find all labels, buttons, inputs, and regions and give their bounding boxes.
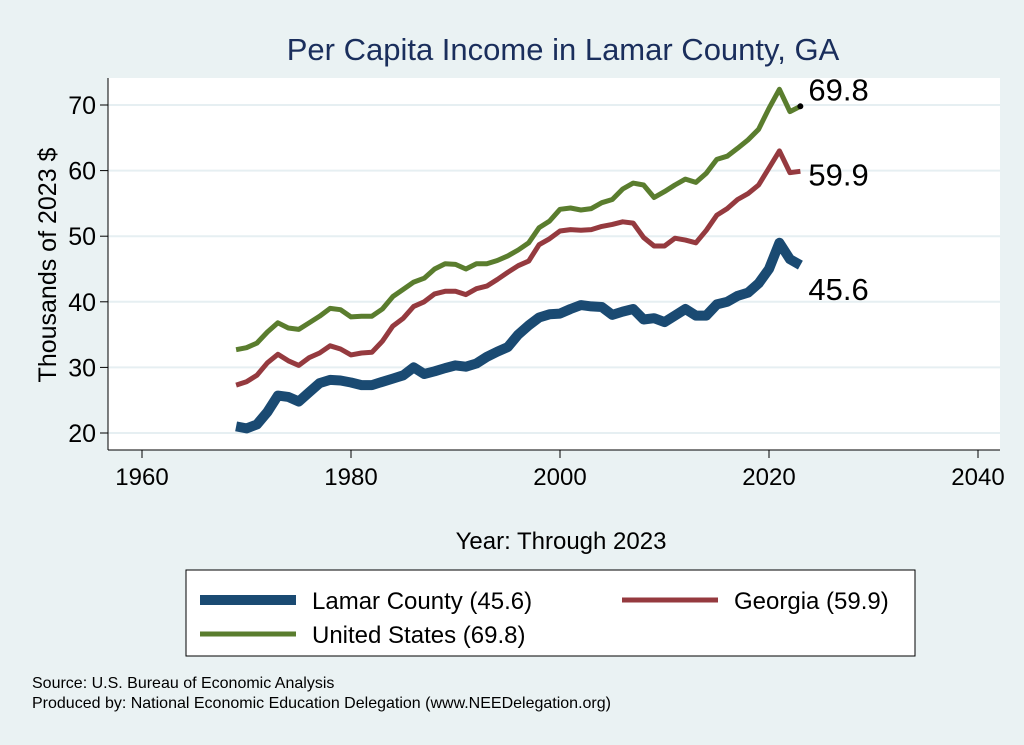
y-tick-label: 60 bbox=[68, 158, 96, 186]
legend-label: Georgia (59.9) bbox=[734, 588, 889, 615]
x-tick-label: 1960 bbox=[115, 464, 168, 491]
x-tick-label: 2040 bbox=[951, 464, 1004, 491]
end-value-label: 59.9 bbox=[808, 157, 868, 192]
source-note: Source: U.S. Bureau of Economic Analysis bbox=[32, 675, 334, 692]
y-axis-label: Thousands of 2023 $ bbox=[34, 147, 62, 382]
legend-label: Lamar County (45.6) bbox=[312, 588, 532, 615]
series-line-1 bbox=[235, 148, 801, 388]
series-line-0 bbox=[235, 237, 803, 434]
x-tick-label: 2020 bbox=[742, 464, 795, 491]
x-tick-label: 1980 bbox=[324, 464, 377, 491]
series-line-2 bbox=[235, 86, 802, 353]
x-axis-label: Year: Through 2023 bbox=[456, 528, 667, 555]
end-value-label: 45.6 bbox=[808, 272, 868, 307]
producer-note: Produced by: National Economic Education… bbox=[32, 695, 611, 712]
plot-area bbox=[108, 78, 1000, 450]
end-value-label: 69.8 bbox=[808, 72, 868, 107]
y-tick-label: 30 bbox=[68, 354, 96, 382]
y-tick-label: 50 bbox=[68, 223, 96, 251]
legend bbox=[185, 569, 916, 657]
legend-label: United States (69.8) bbox=[312, 622, 525, 649]
x-tick-label: 2000 bbox=[533, 464, 586, 491]
y-tick-label: 20 bbox=[68, 420, 96, 448]
end-marker bbox=[797, 103, 804, 110]
chart-title: Per Capita Income in Lamar County, GA bbox=[287, 32, 840, 67]
y-tick-label: 40 bbox=[68, 289, 96, 317]
y-tick-label: 70 bbox=[68, 92, 96, 120]
